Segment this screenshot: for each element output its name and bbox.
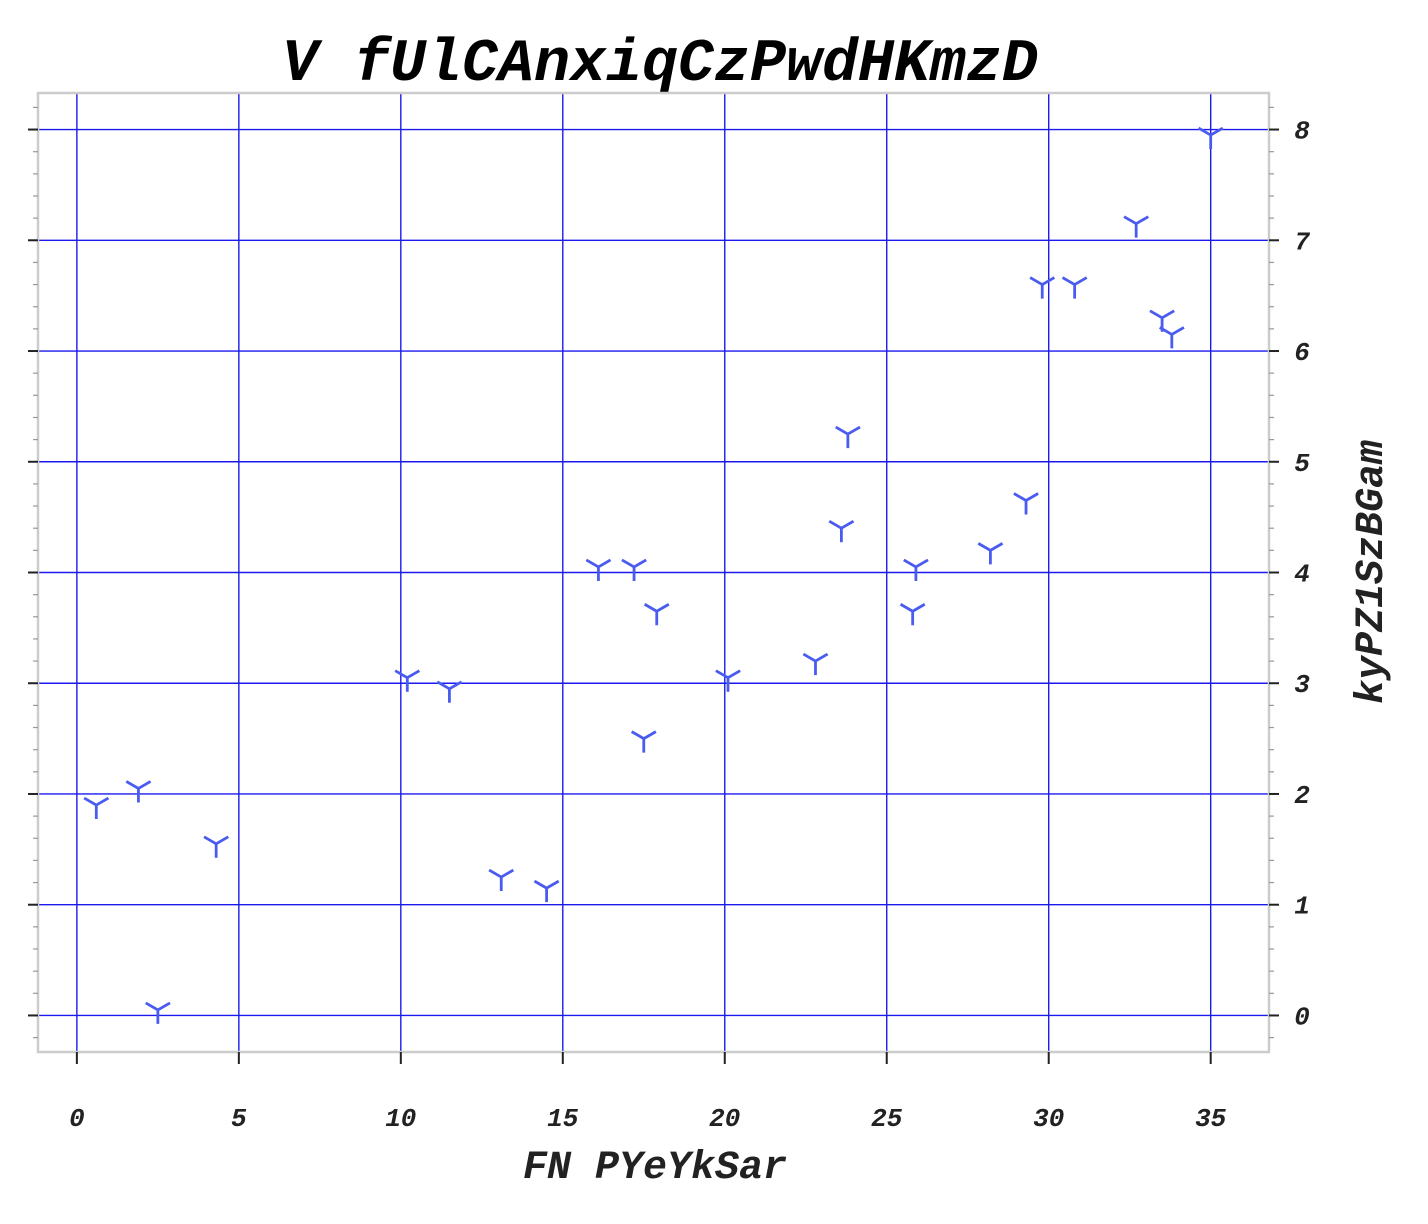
- data-point: [1158, 326, 1185, 349]
- data-point: [630, 730, 657, 753]
- y-tick-label: 0: [1294, 1002, 1310, 1032]
- x-tick-label: 20: [709, 1104, 740, 1134]
- y-tick-label: 4: [1294, 560, 1310, 590]
- y-tick-label: 7: [1294, 227, 1310, 257]
- y-axis-label: kyPZ1SzBGam: [1350, 440, 1395, 704]
- data-point: [394, 669, 421, 692]
- data-point: [533, 879, 560, 903]
- y-tick-label: 1: [1294, 892, 1310, 922]
- data-point: [621, 558, 647, 581]
- data-point: [1013, 492, 1039, 515]
- grid: [38, 93, 1269, 1052]
- x-tick-label: 15: [547, 1104, 579, 1134]
- x-tick-label: 25: [871, 1104, 903, 1134]
- y-tick-label: 6: [1294, 338, 1310, 368]
- data-point: [643, 603, 670, 626]
- data-point: [1197, 126, 1224, 150]
- x-tick-label: 10: [385, 1104, 416, 1134]
- data-point: [715, 669, 741, 692]
- data-point: [145, 1001, 171, 1024]
- data-point: [203, 835, 229, 858]
- data-point: [125, 780, 152, 803]
- axis-ticks: 0 5 10 15 20 25 30 35 0 1 2 3 4 5 6 7 8: [28, 106, 1310, 1134]
- data-point: [899, 603, 926, 626]
- data-point: [828, 519, 855, 543]
- x-tick-label: 35: [1195, 1104, 1227, 1134]
- x-tick-label: 5: [231, 1104, 247, 1134]
- data-point: [585, 558, 612, 581]
- data-point: [903, 558, 929, 581]
- data-points: [83, 126, 1224, 1024]
- y-tick-label: 3: [1294, 670, 1310, 700]
- y-tick-label: 8: [1294, 117, 1310, 147]
- x-tick-label: 0: [69, 1104, 85, 1134]
- chart-title: V fUlCAnxiqCzPwdHKmzD: [282, 31, 1038, 99]
- x-axis-label: FN PYeYkSar: [523, 1146, 787, 1191]
- data-point: [436, 680, 463, 703]
- data-point: [977, 542, 1004, 565]
- y-tick-label: 5: [1294, 449, 1310, 479]
- data-point: [488, 868, 515, 892]
- data-point: [83, 796, 110, 820]
- data-point: [1029, 276, 1056, 299]
- data-point: [802, 652, 829, 676]
- y-tick-label: 2: [1294, 781, 1310, 811]
- data-point: [1061, 276, 1088, 299]
- x-tick-label: 30: [1033, 1104, 1064, 1134]
- data-point: [835, 425, 861, 449]
- data-point: [1123, 215, 1150, 238]
